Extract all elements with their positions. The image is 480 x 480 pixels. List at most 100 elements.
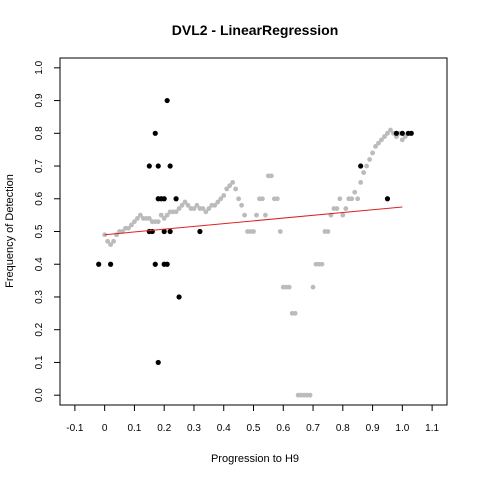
smoothed-point xyxy=(260,196,265,202)
smoothed-point xyxy=(129,222,134,228)
smoothed-point xyxy=(105,238,111,244)
smoothed-point xyxy=(185,202,191,208)
smoothed-point xyxy=(155,219,161,225)
x-tick-label: 0.9 xyxy=(366,423,380,434)
smoothed-point xyxy=(230,179,236,185)
regression-line xyxy=(104,206,403,236)
smoothed-point xyxy=(239,202,244,208)
smoothed-point xyxy=(224,186,230,192)
x-tick-label: 0.7 xyxy=(306,423,320,434)
smoothed-point xyxy=(146,216,152,221)
chart-title: DVL2 - LinearRegression xyxy=(172,22,339,38)
observed-point xyxy=(155,163,161,169)
smoothed-point xyxy=(379,137,384,143)
smoothed-point xyxy=(254,212,259,218)
smoothed-point xyxy=(340,212,346,218)
x-tick-label: 0.5 xyxy=(247,423,261,434)
x-tick-label: 1.0 xyxy=(395,423,409,434)
smoothed-point xyxy=(135,216,140,221)
smoothed-point xyxy=(352,189,358,195)
smoothed-point xyxy=(206,206,212,211)
smoothed-point xyxy=(233,186,239,192)
smoothed-point xyxy=(334,206,340,211)
smoothed-point xyxy=(161,216,167,221)
smoothed-point xyxy=(388,127,393,133)
y-tick-label: 1.0 xyxy=(34,60,45,74)
smoothed-point xyxy=(385,130,390,136)
observed-point xyxy=(384,196,391,202)
x-tick-label: 0.4 xyxy=(217,423,231,434)
smoothed-point xyxy=(108,242,114,247)
smoothed-point xyxy=(373,143,378,149)
smoothed-point xyxy=(158,212,164,218)
y-axis-label: Frequency of Detection xyxy=(4,174,16,288)
smoothed-point xyxy=(355,196,361,202)
observed-point xyxy=(164,97,170,104)
observed-point xyxy=(408,130,414,136)
y-tick-label: 0.4 xyxy=(34,257,45,271)
y-tick-label: 0.9 xyxy=(34,93,45,107)
observed-point xyxy=(161,228,167,235)
observed-point xyxy=(167,163,173,169)
smoothed-point xyxy=(126,225,131,231)
plot-area xyxy=(96,97,414,398)
smoothed-point xyxy=(325,229,331,234)
y-tick-label: 0.5 xyxy=(34,224,45,238)
smoothed-point xyxy=(274,196,280,202)
observed-point xyxy=(108,261,114,267)
smoothed-point xyxy=(277,229,283,234)
observed-point xyxy=(146,163,152,169)
y-tick-label: 0.7 xyxy=(34,159,45,173)
smoothed-point xyxy=(194,202,200,208)
observed-point xyxy=(358,163,364,169)
observed-point xyxy=(393,130,399,136)
y-tick-label: 0.1 xyxy=(34,355,45,369)
smoothed-point xyxy=(176,206,182,211)
smoothed-point xyxy=(382,134,387,139)
smoothed-point xyxy=(137,212,143,218)
smoothed-point xyxy=(227,183,233,189)
smoothed-point xyxy=(164,212,170,218)
smoothed-point xyxy=(203,209,209,215)
observed-point xyxy=(96,261,102,267)
x-tick-label: 0.8 xyxy=(336,423,350,434)
smoothed-point xyxy=(319,261,325,267)
smoothed-point xyxy=(268,173,274,179)
observed-point xyxy=(399,130,405,136)
smoothed-point xyxy=(242,212,247,218)
x-tick-label: 1.1 xyxy=(425,423,439,434)
y-tick-label: 0.3 xyxy=(34,290,45,304)
smoothed-point xyxy=(212,202,218,208)
smoothed-point xyxy=(376,140,381,146)
observed-point xyxy=(155,359,161,366)
x-tick-label: 0.1 xyxy=(127,423,141,434)
y-tick-label: 0.8 xyxy=(34,126,45,140)
observed-point xyxy=(173,196,179,202)
smoothed-point xyxy=(367,157,372,162)
observed-point xyxy=(152,130,158,136)
smoothed-point xyxy=(370,150,375,156)
x-tick-label: -0.1 xyxy=(66,423,84,434)
observed-point xyxy=(176,294,182,300)
observed-point xyxy=(197,228,203,235)
smoothed-point xyxy=(132,219,137,225)
smoothed-point xyxy=(402,134,408,139)
smoothed-point xyxy=(182,199,188,205)
smoothed-point xyxy=(173,209,179,215)
smoothed-point xyxy=(236,196,242,202)
smoothed-point xyxy=(111,238,116,244)
smoothed-point xyxy=(179,202,185,208)
observed-point xyxy=(152,261,158,267)
smoothed-point xyxy=(200,206,206,211)
smoothed-point xyxy=(358,179,364,185)
x-tick-label: 0.3 xyxy=(187,423,201,434)
smoothed-point xyxy=(399,137,405,143)
smoothed-point xyxy=(218,196,224,202)
x-tick-label: 0.6 xyxy=(276,423,290,434)
smoothed-point xyxy=(364,163,370,169)
smoothed-point xyxy=(215,199,221,205)
observed-point xyxy=(164,261,170,267)
y-tick-label: 0.6 xyxy=(34,191,45,205)
x-tick-label: 0.2 xyxy=(157,423,171,434)
